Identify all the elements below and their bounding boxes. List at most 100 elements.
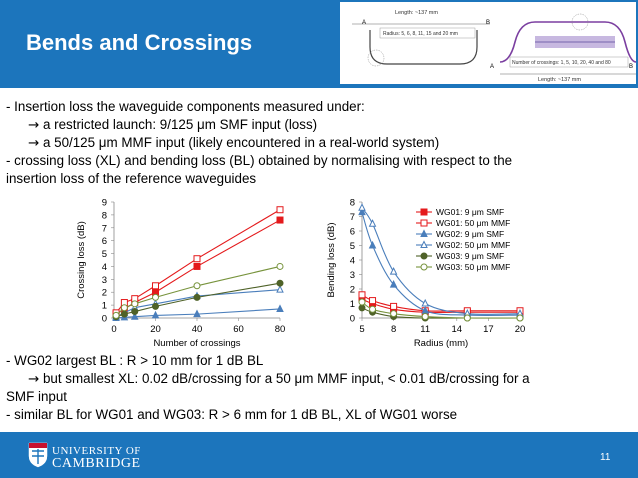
legend-marker xyxy=(420,263,428,271)
x-tick-label: 80 xyxy=(275,324,286,335)
crossing-label-a: A xyxy=(490,64,494,70)
data-point xyxy=(390,302,398,310)
bend-label-a: A xyxy=(362,20,366,26)
legend-marker xyxy=(420,240,428,248)
data-point xyxy=(463,314,471,322)
data-point xyxy=(369,305,377,313)
bend-label-b: B xyxy=(486,20,490,26)
legend-entry: WG03: 50 μm MMF xyxy=(436,262,510,272)
x-tick-label: 11 xyxy=(420,324,430,335)
data-point xyxy=(193,293,201,301)
bullet-wg01-wg03: - similar BL for WG01 and WG03: R > 6 mm… xyxy=(6,407,458,422)
data-point xyxy=(358,207,366,216)
slide-title: Bends and Crossings xyxy=(26,30,253,55)
x-axis-label: Number of crossings xyxy=(153,338,240,348)
legend-entry: WG02: 50 μm MMF xyxy=(436,240,510,250)
data-point xyxy=(516,314,524,322)
legend-box xyxy=(412,204,532,274)
page-number: 11 xyxy=(600,452,611,463)
data-point xyxy=(131,300,139,308)
university-crest-icon xyxy=(28,442,48,468)
series-3 xyxy=(358,203,524,317)
university-name-line1: UNIVERSITY OF xyxy=(52,445,141,457)
legend-marker xyxy=(420,229,428,237)
legend-marker xyxy=(420,252,428,260)
arrow-icon: → xyxy=(28,372,40,387)
crossing-count-box xyxy=(509,56,629,68)
y-tick-label: 8 xyxy=(102,210,107,221)
waveguide-diagram: A B Length: ~137 mm Radius: 5, 6, 8, 11,… xyxy=(340,2,637,84)
data-point xyxy=(152,293,159,301)
legend-marker xyxy=(420,219,428,227)
series-line xyxy=(361,211,521,316)
legend-entry: WG01: 50 μm MMF xyxy=(436,218,510,228)
data-point xyxy=(390,310,398,318)
arrow-icon: → xyxy=(28,118,40,133)
crossing-count-label: Number of crossings: 1, 5, 10, 20, 40 an… xyxy=(512,60,611,66)
data-point xyxy=(276,206,284,214)
y-tick-label: 2 xyxy=(102,288,107,299)
data-point xyxy=(120,304,128,312)
data-point xyxy=(368,240,377,249)
y-tick-label: 9 xyxy=(102,198,107,209)
x-tick-label: 20 xyxy=(515,324,526,335)
series-line xyxy=(361,207,521,315)
data-point xyxy=(152,302,159,310)
y-tick-label: 0 xyxy=(102,314,107,325)
data-point xyxy=(193,282,201,290)
bullet-reference-waveguides: insertion loss of the reference waveguid… xyxy=(6,171,257,186)
legend-entry: WG02: 9 μm SMF xyxy=(436,229,504,239)
y-tick-label: 5 xyxy=(350,241,355,252)
crossing-length-label: Length: ~137 mm xyxy=(538,77,581,83)
x-tick-label: 5 xyxy=(359,324,364,335)
data-point xyxy=(358,304,366,312)
x-tick-label: 8 xyxy=(391,324,396,335)
chart-axes: 0 1 2 3 4 5 6 7 89 0 20 40 60 80 Number of crossings Cr… xyxy=(76,198,285,349)
y-axis-label: Crossing loss (dB) xyxy=(76,221,87,299)
y-tick-label: 3 xyxy=(350,270,355,281)
crossing-loss-chart: 0 1 2 3 4 5 6 7 89 0 20 40 60 80 Number of crossings Cr… xyxy=(76,198,285,349)
data-point xyxy=(276,279,284,287)
series-5 xyxy=(358,298,524,322)
x-tick-label: 40 xyxy=(192,324,203,335)
data-point xyxy=(193,309,201,318)
y-axis-label: Bending loss (dB) xyxy=(326,223,337,298)
data-point xyxy=(369,297,377,305)
y-tick-label: 1 xyxy=(102,301,107,312)
data-point xyxy=(358,291,366,299)
legend-entry: WG01: 9 μm SMF xyxy=(436,207,504,217)
data-point xyxy=(358,298,366,306)
waveguide-diagram-svg: A B Length: ~137 mm Radius: 5, 6, 8, 11,… xyxy=(352,10,637,83)
x-axis-label: Radius (mm) xyxy=(414,338,468,348)
data-point xyxy=(130,312,139,320)
data-point xyxy=(152,282,159,290)
bullet-insertion-loss: - Insertion loss the waveguide component… xyxy=(6,99,365,114)
crossing-radius-circle xyxy=(571,13,589,31)
data-point xyxy=(389,266,398,275)
y-tick-label: 6 xyxy=(102,236,107,247)
footer-bar xyxy=(0,432,638,478)
crossing-label-b: B xyxy=(629,64,633,70)
data-point xyxy=(276,285,284,293)
y-tick-label: 4 xyxy=(350,256,355,267)
data-point xyxy=(368,219,377,227)
bend-radius-box xyxy=(379,27,476,39)
legend-entry: WG03: 9 μm SMF xyxy=(436,251,504,261)
x-tick-label: 60 xyxy=(233,324,244,335)
y-tick-label: 5 xyxy=(102,249,107,260)
data-point xyxy=(151,310,160,319)
x-tick-label: 14 xyxy=(452,324,463,335)
y-tick-label: 1 xyxy=(350,299,355,310)
arrow-icon: → xyxy=(28,136,40,151)
data-point xyxy=(112,311,120,319)
y-tick-label: 6 xyxy=(350,227,355,238)
bullet-crossing-bending-loss: - crossing loss (XL) and bending loss (B… xyxy=(6,153,513,168)
data-point xyxy=(276,304,284,312)
bending-loss-chart: 0 1 2 3 4 5 6 7 8 5 8 11 14 17 20 Radius (mm) Bending lo… xyxy=(326,198,532,348)
data-point xyxy=(120,310,128,318)
series-line xyxy=(361,294,520,312)
series-5 xyxy=(112,262,284,319)
bend-radius-label: Radius: 5, 6, 8, 11, 15 and 20 mm xyxy=(383,31,458,37)
crossing-waveguide-path xyxy=(499,21,637,63)
